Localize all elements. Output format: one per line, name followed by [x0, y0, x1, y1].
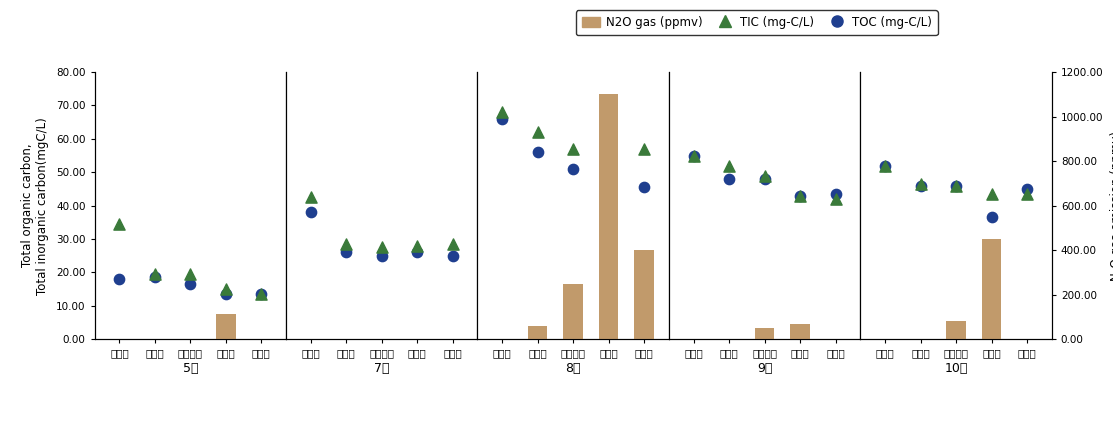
Point	[337, 249, 355, 256]
Y-axis label: Total organic carbon,
Total inorganic carbon(mgC/L): Total organic carbon, Total inorganic ca…	[21, 117, 49, 295]
Point	[529, 129, 546, 136]
Point	[947, 182, 965, 189]
Point	[947, 182, 965, 189]
Point	[373, 244, 391, 251]
Point	[408, 249, 426, 256]
Point	[1018, 190, 1036, 197]
Point	[181, 271, 199, 277]
Point	[146, 274, 164, 281]
Bar	[563, 284, 583, 339]
Point	[253, 291, 270, 298]
Bar	[528, 326, 548, 339]
Point	[217, 291, 235, 298]
Point	[1018, 186, 1036, 192]
Bar	[982, 239, 1002, 339]
Point	[756, 176, 774, 182]
Bar	[216, 314, 236, 339]
X-axis label: 7月: 7月	[374, 363, 390, 375]
Point	[110, 276, 128, 282]
Point	[791, 192, 809, 199]
X-axis label: 9月: 9月	[757, 363, 772, 375]
Point	[600, 172, 618, 179]
Point	[720, 176, 738, 182]
Point	[983, 214, 1001, 221]
Bar	[946, 321, 966, 339]
Point	[493, 115, 511, 122]
Point	[408, 243, 426, 249]
Bar	[599, 95, 619, 339]
X-axis label: 8月: 8月	[565, 363, 581, 375]
Point	[302, 194, 319, 201]
Bar	[634, 250, 653, 339]
Point	[827, 190, 845, 197]
Point	[600, 186, 618, 192]
Bar	[755, 328, 775, 339]
Point	[720, 162, 738, 169]
Point	[876, 162, 894, 169]
Point	[684, 152, 702, 159]
Point	[146, 271, 164, 277]
Bar	[790, 324, 810, 339]
Point	[110, 220, 128, 227]
Point	[373, 252, 391, 259]
Point	[444, 252, 462, 259]
Legend: N2O gas (ppmv), TIC (mg-C/L), TOC (mg-C/L): N2O gas (ppmv), TIC (mg-C/L), TOC (mg-C/…	[577, 10, 937, 35]
Point	[827, 195, 845, 202]
X-axis label: 10月: 10月	[944, 363, 968, 375]
Point	[181, 281, 199, 287]
X-axis label: 5月: 5月	[183, 363, 198, 375]
Point	[337, 241, 355, 248]
Point	[684, 152, 702, 159]
Point	[564, 145, 582, 152]
Point	[493, 109, 511, 116]
Point	[253, 291, 270, 298]
Y-axis label: N₂O gas emission (ppmv): N₂O gas emission (ppmv)	[1111, 131, 1113, 281]
Point	[636, 145, 653, 152]
Point	[983, 190, 1001, 197]
Point	[876, 162, 894, 169]
Point	[444, 241, 462, 248]
Point	[564, 165, 582, 172]
Point	[912, 181, 929, 187]
Point	[912, 182, 929, 189]
Point	[791, 192, 809, 199]
Point	[756, 172, 774, 179]
Point	[217, 286, 235, 293]
Point	[636, 184, 653, 191]
Point	[529, 149, 546, 156]
Point	[302, 209, 319, 216]
